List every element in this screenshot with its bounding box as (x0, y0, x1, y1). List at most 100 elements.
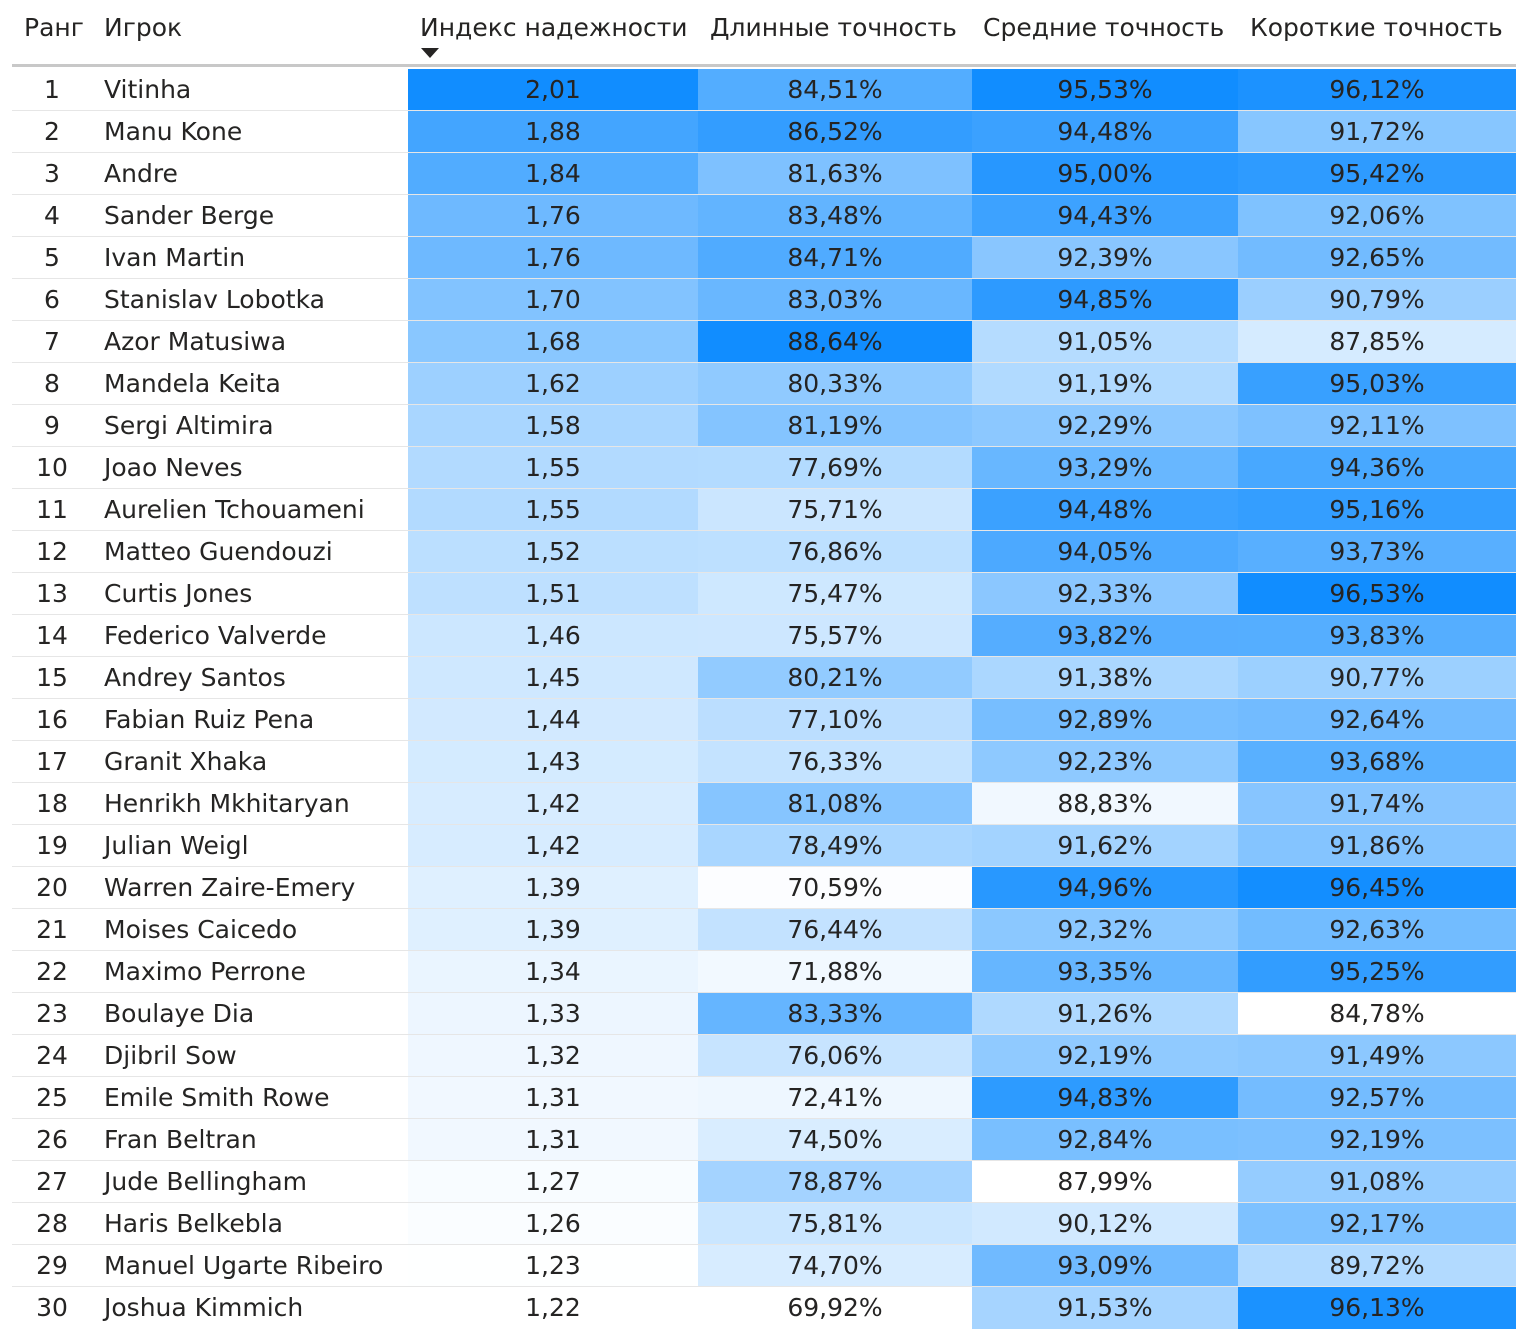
value-cell: 80,21% (698, 657, 972, 699)
player-cell: Andrey Santos (104, 663, 286, 692)
row-separator (12, 782, 1516, 783)
row-separator (12, 1118, 1516, 1119)
rank-cell: 24 (36, 1041, 68, 1070)
value-cell: 95,16% (1238, 489, 1516, 531)
value-cell: 74,50% (698, 1119, 972, 1161)
value-cell: 90,79% (1238, 279, 1516, 321)
column-header[interactable]: Средние точность (983, 13, 1225, 42)
rank-cell: 29 (36, 1251, 68, 1280)
row-separator (12, 278, 1516, 279)
value-cell: 93,35% (972, 951, 1238, 993)
row-separator (12, 1244, 1516, 1245)
rank-cell: 11 (36, 495, 68, 524)
value-cell: 84,78% (1238, 993, 1516, 1035)
value-cell: 90,12% (972, 1203, 1238, 1245)
value-cell: 1,88 (408, 111, 698, 153)
rank-cell: 20 (36, 873, 68, 902)
value-cell: 94,96% (972, 867, 1238, 909)
value-cell: 96,13% (1238, 1287, 1516, 1329)
rank-cell: 5 (44, 243, 60, 272)
player-cell: Azor Matusiwa (104, 327, 287, 356)
rank-cell: 8 (44, 369, 60, 398)
rank-cell: 4 (44, 201, 60, 230)
value-cell: 1,31 (408, 1119, 698, 1161)
player-cell: Andre (104, 159, 178, 188)
value-cell: 91,62% (972, 825, 1238, 867)
column-header[interactable]: Ранг (24, 13, 84, 42)
rank-cell: 26 (36, 1125, 68, 1154)
rank-cell: 30 (36, 1293, 68, 1322)
value-cell: 91,86% (1238, 825, 1516, 867)
player-cell: Stanislav Lobotka (104, 285, 325, 314)
column-header[interactable]: Короткие точность (1250, 13, 1503, 42)
player-cell: Fabian Ruiz Pena (104, 705, 315, 734)
value-cell: 1,34 (408, 951, 698, 993)
player-cell: Aurelien Tchouameni (104, 495, 365, 524)
value-cell: 94,85% (972, 279, 1238, 321)
value-cell: 91,19% (972, 363, 1238, 405)
value-cell: 1,70 (408, 279, 698, 321)
value-cell: 96,53% (1238, 573, 1516, 615)
row-separator (12, 950, 1516, 951)
value-cell: 94,83% (972, 1077, 1238, 1119)
value-cell: 92,19% (1238, 1119, 1516, 1161)
value-cell: 74,70% (698, 1245, 972, 1287)
row-separator (12, 110, 1516, 111)
value-cell: 94,05% (972, 531, 1238, 573)
rank-cell: 23 (36, 999, 68, 1028)
value-cell: 95,25% (1238, 951, 1516, 993)
value-cell: 96,12% (1238, 69, 1516, 111)
value-cell: 84,51% (698, 69, 972, 111)
sort-indicator[interactable] (421, 48, 439, 58)
row-separator (12, 824, 1516, 825)
value-cell: 1,27 (408, 1161, 698, 1203)
rank-cell: 6 (44, 285, 60, 314)
value-cell: 92,29% (972, 405, 1238, 447)
player-cell: Vitinha (104, 75, 192, 104)
value-cell: 75,57% (698, 615, 972, 657)
value-cell: 92,19% (972, 1035, 1238, 1077)
value-cell: 92,84% (972, 1119, 1238, 1161)
value-cell: 92,64% (1238, 699, 1516, 741)
value-cell: 92,65% (1238, 237, 1516, 279)
value-cell: 76,33% (698, 741, 972, 783)
value-cell: 87,99% (972, 1161, 1238, 1203)
value-cell: 93,09% (972, 1245, 1238, 1287)
value-cell: 77,10% (698, 699, 972, 741)
value-cell: 81,63% (698, 153, 972, 195)
rank-cell: 2 (44, 117, 60, 146)
value-cell: 87,85% (1238, 321, 1516, 363)
player-cell: Joshua Kimmich (104, 1293, 304, 1322)
value-cell: 95,00% (972, 153, 1238, 195)
rank-cell: 10 (36, 453, 68, 482)
value-cell: 93,82% (972, 615, 1238, 657)
row-separator (12, 236, 1516, 237)
value-cell: 75,47% (698, 573, 972, 615)
rank-cell: 21 (36, 915, 68, 944)
value-cell: 94,48% (972, 111, 1238, 153)
value-cell: 1,39 (408, 867, 698, 909)
row-separator (12, 488, 1516, 489)
rank-cell: 9 (44, 411, 60, 440)
value-cell: 1,45 (408, 657, 698, 699)
row-separator (12, 866, 1516, 867)
value-cell: 76,86% (698, 531, 972, 573)
rank-cell: 19 (36, 831, 68, 860)
player-cell: Warren Zaire-Emery (104, 873, 356, 902)
column-header[interactable]: Игрок (104, 13, 183, 42)
player-cell: Maximo Perrone (104, 957, 306, 986)
column-header[interactable]: Длинные точность (710, 13, 957, 42)
value-cell: 94,43% (972, 195, 1238, 237)
value-cell: 1,44 (408, 699, 698, 741)
player-cell: Moises Caicedo (104, 915, 298, 944)
value-cell: 75,81% (698, 1203, 972, 1245)
value-cell: 81,08% (698, 783, 972, 825)
player-cell: Granit Xhaka (104, 747, 268, 776)
value-cell: 81,19% (698, 405, 972, 447)
player-cell: Fran Beltran (104, 1125, 257, 1154)
value-cell: 1,68 (408, 321, 698, 363)
player-cell: Julian Weigl (104, 831, 249, 860)
player-cell: Manuel Ugarte Ribeiro (104, 1251, 384, 1280)
column-header[interactable]: Индекс надежности (420, 13, 688, 42)
value-cell: 93,29% (972, 447, 1238, 489)
